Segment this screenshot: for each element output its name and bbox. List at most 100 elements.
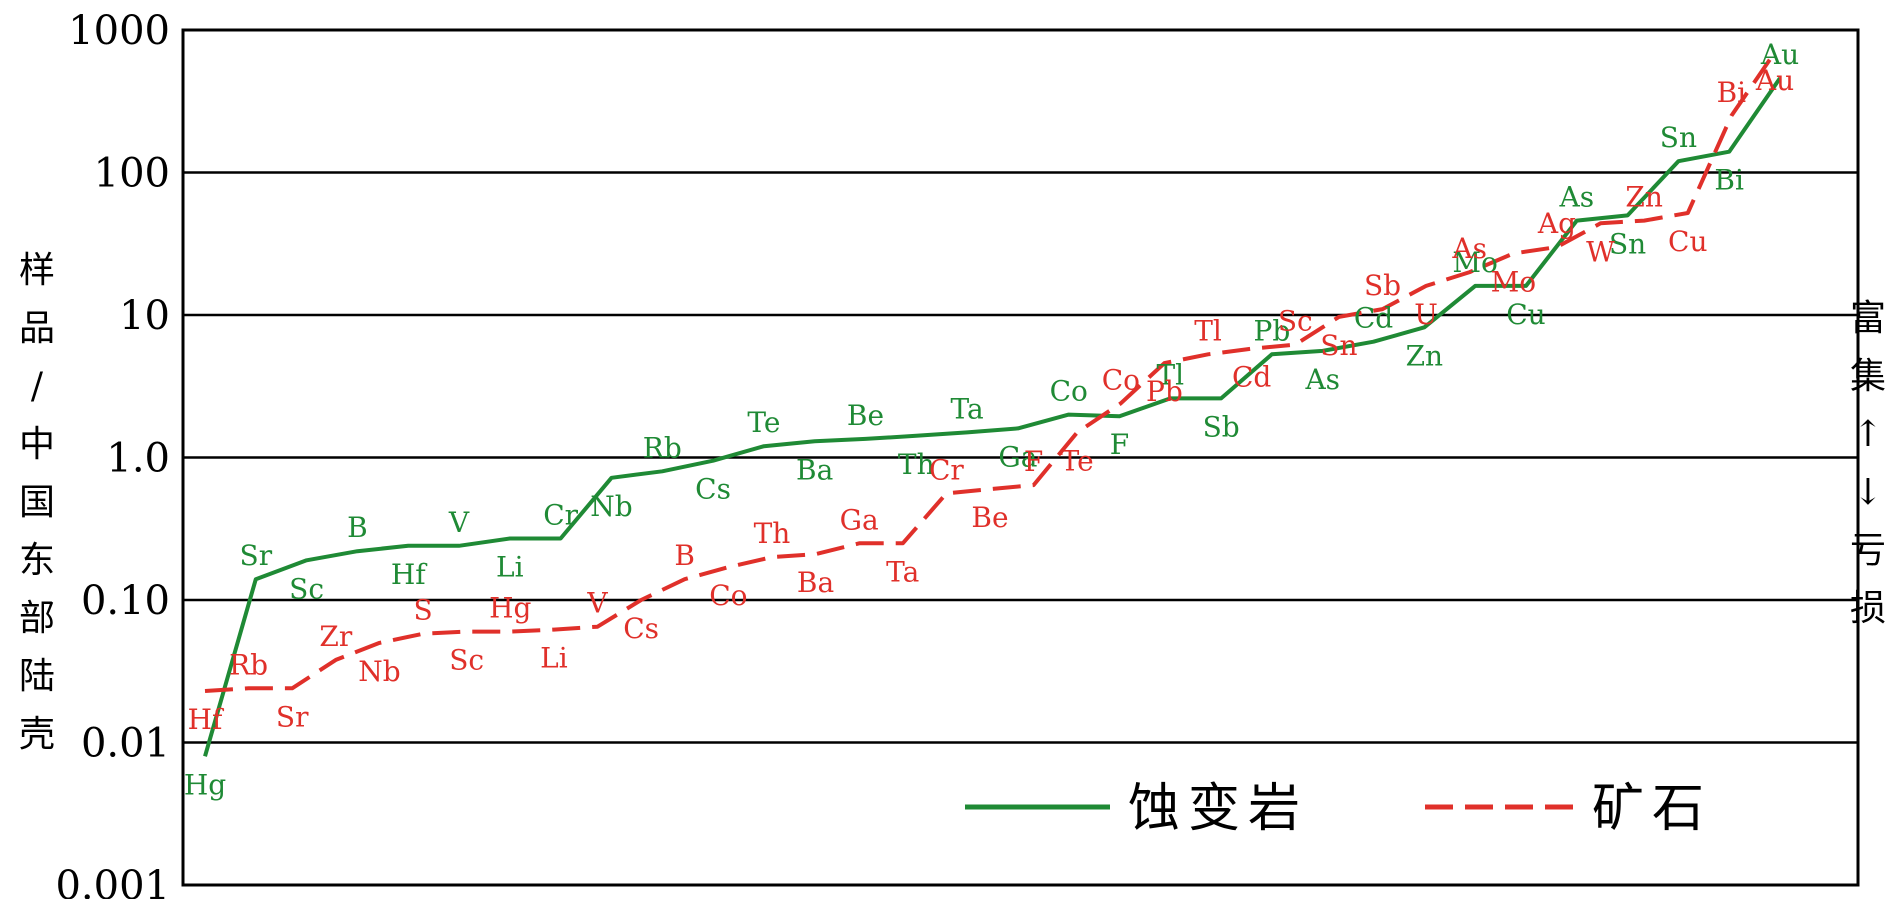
y-axis-label-char: 样 (19, 250, 55, 291)
y-tick-label: 0.001 (55, 863, 170, 899)
point-label: Ta (886, 555, 919, 588)
point-label: Zr (319, 620, 352, 653)
point-label: Te (1061, 444, 1094, 477)
point-label: Hf (391, 558, 428, 591)
point-label: Hg (184, 768, 226, 801)
point-label: Th (898, 448, 935, 481)
point-label: Cs (623, 612, 659, 645)
point-label: Zn (1406, 339, 1444, 372)
point-label: Be (971, 501, 1008, 534)
y-tick-label: 100 (94, 151, 170, 197)
point-label: Mo (1491, 266, 1537, 299)
point-label: Rb (643, 431, 682, 464)
point-label: Au (1760, 38, 1799, 71)
point-label: Cu (1668, 225, 1707, 258)
y-tick-label: 1.0 (106, 436, 170, 482)
point-label: Th (754, 517, 791, 550)
y-tick-label: 0.10 (81, 578, 170, 624)
right-label-char: ↑ (1853, 414, 1883, 455)
y-axis-label-char: 国 (19, 482, 55, 523)
point-label: Sc (1278, 305, 1313, 338)
point-label: Mo (1452, 246, 1498, 279)
point-label: Zn (1625, 181, 1663, 214)
legend: 蚀变岩 矿石 (965, 779, 1704, 839)
right-label-char: 损 (1850, 588, 1886, 629)
point-label: Ga (840, 503, 879, 536)
point-label: Bi (1717, 76, 1747, 109)
point-label: Sr (240, 539, 273, 572)
point-label: Au (1755, 64, 1794, 97)
point-label: Pb (1254, 314, 1291, 347)
point-label: Hg (489, 592, 531, 625)
point-label: Ba (796, 453, 833, 486)
point-label: Co (709, 579, 747, 612)
y-axis-label-char: 陆 (19, 656, 55, 697)
point-label: Cr (929, 453, 964, 486)
y-axis-label-char: 品 (19, 308, 55, 349)
y-axis-label-char: 部 (19, 598, 55, 639)
point-label: Ba (797, 566, 834, 599)
point-label: Sn (1660, 121, 1697, 154)
point-label: Pb (1146, 375, 1183, 408)
altered-rock-line (203, 76, 1782, 757)
point-label: F (1110, 428, 1129, 461)
point-label: Ag (1537, 207, 1576, 240)
right-label-char: ↓ (1853, 472, 1883, 513)
point-label: As (1558, 181, 1594, 214)
y-tick-label: 1000 (68, 8, 170, 54)
right-label-char: 富 (1850, 298, 1886, 339)
point-label: Sb (1203, 410, 1240, 443)
ore-line (204, 50, 1777, 693)
point-label: Rb (229, 648, 268, 681)
axes (181, 28, 1860, 887)
point-label: Te (747, 406, 780, 439)
point-label: Sc (289, 572, 324, 605)
y-axis-label-char: 东 (19, 540, 55, 581)
point-label: Sn (1320, 329, 1357, 362)
point-label: Li (496, 551, 524, 584)
point-label: Co (1102, 363, 1140, 396)
point-label: F (1024, 445, 1043, 478)
y-tick-labels: 1000 100 10 1.0 0.10 0.01 0.001 (55, 8, 170, 899)
point-label: Co (1050, 375, 1088, 408)
point-label: As (1451, 232, 1487, 265)
y-axis-label-char: / (31, 366, 44, 407)
point-label: Ta (950, 392, 983, 425)
point-label: Tl (1157, 358, 1185, 391)
plot-frame (181, 28, 1860, 887)
point-label: As (1304, 363, 1340, 396)
point-label: Nb (590, 490, 632, 523)
point-label: Cr (543, 499, 578, 532)
right-label-char: 亏 (1850, 530, 1886, 571)
point-label: W (1586, 235, 1615, 268)
point-label: V (448, 506, 470, 539)
point-label: Be (847, 399, 884, 432)
gridlines (183, 171, 1858, 744)
point-label: Sb (1364, 269, 1401, 302)
series-lines (203, 50, 1782, 757)
y-tick-label: 0.01 (81, 721, 170, 767)
point-label: Cu (1506, 298, 1545, 331)
point-label: V (586, 587, 608, 620)
point-label: Nb (358, 655, 400, 688)
y-axis-label-char: 壳 (19, 714, 55, 755)
y-axis-label-char: 中 (19, 424, 55, 465)
point-label: Li (540, 642, 568, 675)
point-label: S (413, 594, 432, 627)
point-label: Hf (188, 703, 225, 736)
point-label: Cs (695, 473, 731, 506)
enrichment-depletion-label: 富集 ↑ ↓ 亏损 (1850, 298, 1886, 629)
point-label: Cd (1232, 361, 1271, 394)
right-label-char: 集 (1850, 356, 1886, 397)
point-label: Sr (276, 700, 309, 733)
point-label: U (1414, 298, 1438, 331)
point-label: B (347, 511, 368, 544)
point-label: Ga (998, 440, 1037, 473)
point-label: Bi (1714, 164, 1744, 197)
legend-label-altered-rock: 蚀变岩 (1128, 779, 1308, 839)
point-label: Tl (1194, 314, 1222, 347)
point-label: Cd (1354, 302, 1393, 335)
